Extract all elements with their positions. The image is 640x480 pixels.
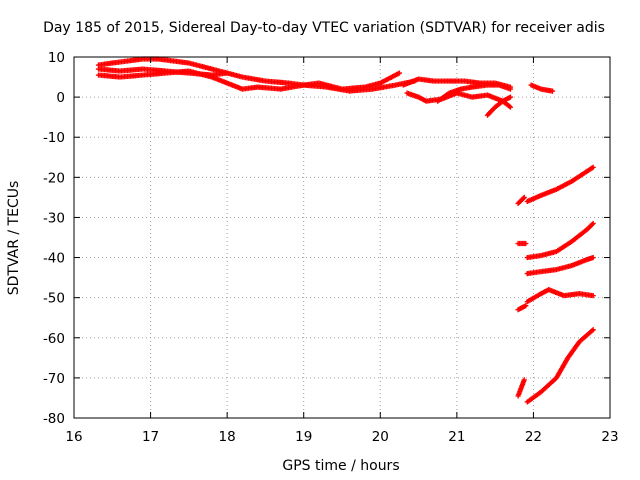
data-point: [590, 293, 596, 299]
chart-title: Day 185 of 2015, Sidereal Day-to-day VTE…: [43, 20, 605, 36]
y-tick-label: -30: [43, 210, 65, 226]
series-trace-l: [524, 220, 596, 261]
series-trace-p: [515, 377, 527, 399]
data-point: [590, 164, 596, 170]
series-trace-q: [524, 327, 596, 405]
data-point: [590, 327, 596, 333]
y-tick-label: -70: [43, 371, 65, 387]
data-point: [549, 88, 556, 94]
plot-frame: [73, 56, 611, 419]
x-tick-label: 21: [448, 429, 465, 445]
data-point: [590, 220, 596, 227]
y-tick-label: -80: [43, 411, 65, 427]
y-tick-label: -50: [43, 291, 65, 307]
axis-ticks: 16 17 18 19 20 21 22 23 10 0 -10 -20 -30 -40 -50 -60 -70…: [43, 50, 619, 445]
data-point: [520, 195, 526, 201]
series-trace-n: [515, 303, 529, 313]
data-series: [95, 56, 596, 405]
data-point: [521, 194, 527, 200]
series-trace-k: [515, 240, 529, 247]
series-trace-c: [95, 68, 418, 94]
data-point: [507, 104, 514, 110]
series-trace-j: [524, 164, 596, 204]
series-trace-h: [528, 82, 556, 94]
x-tick-label: 22: [525, 429, 542, 445]
x-tick-label: 18: [219, 429, 236, 445]
y-tick-label: -60: [43, 331, 65, 347]
y-tick-label: -20: [43, 170, 65, 186]
y-axis-label: SDTVAR / TECUs: [6, 181, 22, 296]
x-axis-label: GPS time / hours: [282, 458, 399, 474]
y-tick-label: 0: [56, 90, 65, 106]
series-trace-m: [524, 254, 596, 277]
series-trace-f: [435, 82, 514, 104]
data-point: [507, 94, 514, 100]
x-tick-label: 19: [295, 429, 312, 445]
grid-lines: [74, 57, 610, 418]
data-point: [523, 303, 529, 309]
y-tick-label: 10: [48, 50, 65, 66]
data-point: [590, 254, 596, 261]
x-tick-label: 16: [65, 429, 82, 445]
x-tick-label: 17: [142, 429, 159, 445]
data-point: [396, 70, 403, 76]
y-tick-label: -10: [43, 130, 65, 146]
data-point: [521, 377, 527, 383]
y-tick-label: -40: [43, 251, 65, 267]
series-trace-g: [484, 94, 514, 118]
data-point: [523, 240, 529, 247]
data-point: [507, 86, 514, 92]
x-tick-label: 23: [601, 429, 618, 445]
data-point: [589, 221, 595, 228]
x-tick-label: 20: [372, 429, 389, 445]
series-trace-i: [515, 194, 527, 207]
series-trace-o: [524, 287, 596, 305]
